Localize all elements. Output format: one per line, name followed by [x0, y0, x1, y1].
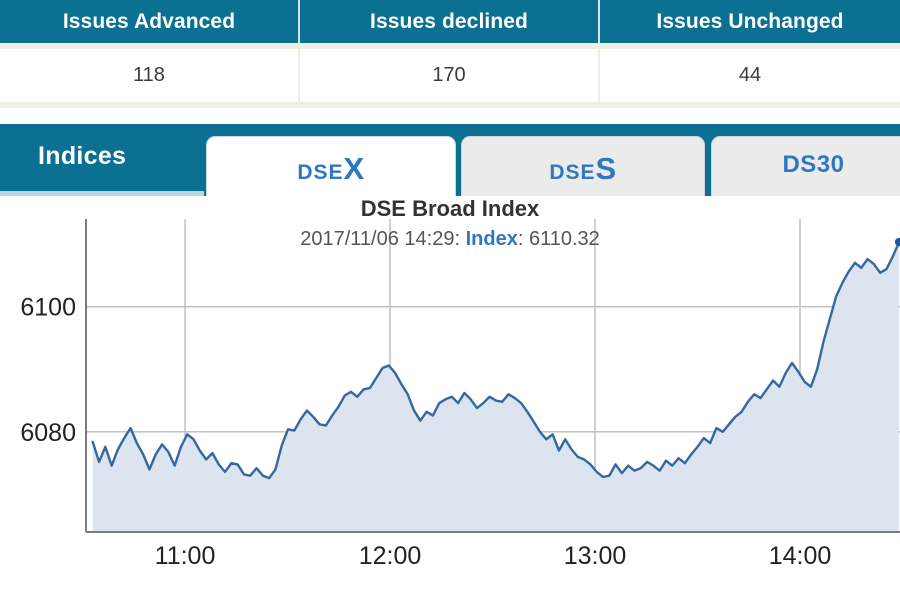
chart-subtitle-index-value: : 6110.32 [517, 228, 600, 250]
chart-subtitle-timestamp: 2017/11/06 14:29: [300, 228, 466, 250]
indices-tab-bar: Indices DSEX DSES DS30 [0, 124, 900, 196]
tab-dses[interactable]: DSES [461, 136, 705, 196]
spacer-cell [600, 43, 900, 49]
tab-ds30-label: DS30 [782, 151, 845, 178]
chart-series-line [91, 240, 900, 480]
table-bottom-gap [0, 108, 900, 124]
spacer-cell [0, 43, 300, 49]
spacer-cell [300, 43, 600, 49]
chart-title: DSE Broad Index [360, 196, 540, 221]
summary-data-row: 118 170 44 [0, 49, 900, 102]
indices-section-underline [0, 191, 204, 196]
y-axis-tick-label: 6100 [20, 294, 76, 322]
chart-subtitle-index-label: Index [465, 228, 518, 250]
tab-dsex[interactable]: DSEX [206, 136, 456, 196]
chart-area-fill [92, 242, 900, 532]
chart-canvas[interactable]: 6080 6100 11:00 12:00 13:00 14:00 [0, 196, 900, 584]
x-axis-tick-label: 12:00 [359, 542, 422, 570]
tab-dsex-label: DSEX [297, 151, 365, 186]
indices-section-label: Indices [38, 142, 127, 170]
last-data-point [894, 237, 900, 247]
value-issues-declined: 170 [300, 49, 600, 102]
market-summary-table: Issues Advanced Issues declined Issues U… [0, 0, 900, 102]
tab-dses-label: DSES [549, 151, 617, 186]
chart-subtitle: 2017/11/06 14:29: Index: 6110.32 [0, 228, 900, 251]
x-axis-tick-label: 11:00 [155, 542, 216, 570]
column-header-issues-advanced: Issues Advanced [0, 0, 300, 43]
table-spacer-row [0, 43, 900, 49]
index-chart: DSE Broad Index 2017/11/06 14:29: Index:… [0, 196, 900, 584]
column-header-issues-declined: Issues declined [300, 0, 600, 43]
summary-header-row: Issues Advanced Issues declined Issues U… [0, 0, 900, 43]
table-bottom-rule [0, 102, 900, 108]
value-issues-advanced: 118 [0, 49, 300, 102]
x-axis-tick-label: 14:00 [769, 542, 832, 570]
column-header-issues-unchanged: Issues Unchanged [600, 0, 900, 43]
value-issues-unchanged: 44 [600, 49, 900, 102]
y-axis-tick-label: 6080 [20, 419, 76, 447]
tab-ds30[interactable]: DS30 [711, 136, 900, 196]
x-axis-tick-label: 13:00 [564, 542, 627, 570]
